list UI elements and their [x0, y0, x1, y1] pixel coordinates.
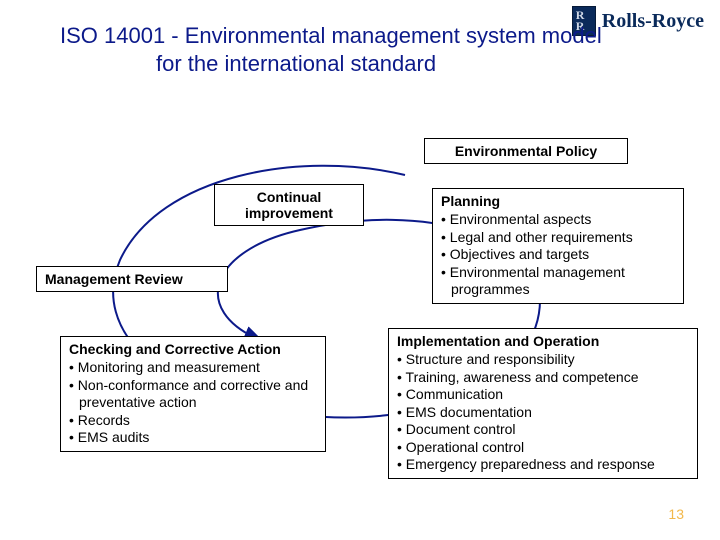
env-policy-title: Environmental Policy [433, 143, 619, 159]
list-item: Environmental aspects [441, 211, 675, 229]
list-item: Document control [397, 421, 689, 439]
list-item: Objectives and targets [441, 246, 675, 264]
box-checking-corrective: Checking and Corrective Action Monitorin… [60, 336, 326, 452]
box-environmental-policy: Environmental Policy [424, 138, 628, 164]
list-item: Legal and other requirements [441, 229, 675, 247]
list-item: EMS audits [69, 429, 317, 447]
implementation-title: Implementation and Operation [397, 333, 689, 349]
implementation-list: Structure and responsibility Training, a… [397, 351, 689, 474]
mgmt-review-title: Management Review [45, 271, 219, 287]
box-continual-improvement: Continual improvement [214, 184, 364, 226]
continual-line-2: improvement [223, 205, 355, 221]
title-line-1: ISO 14001 - Environmental management sys… [60, 23, 602, 48]
slide-stage: Rolls-Royce ISO 14001 - Environmental ma… [0, 0, 720, 540]
planning-list: Environmental aspects Legal and other re… [441, 211, 675, 299]
list-item: Monitoring and measurement [69, 359, 317, 377]
list-item: Structure and responsibility [397, 351, 689, 369]
box-management-review: Management Review [36, 266, 228, 292]
box-implementation-operation: Implementation and Operation Structure a… [388, 328, 698, 479]
list-item: Communication [397, 386, 689, 404]
slide-title: ISO 14001 - Environmental management sys… [60, 22, 660, 77]
list-item: Records [69, 412, 317, 430]
planning-title: Planning [441, 193, 675, 209]
checking-list: Monitoring and measurement Non-conforman… [69, 359, 317, 447]
checking-title: Checking and Corrective Action [69, 341, 317, 357]
list-item: Environmental management programmes [441, 264, 675, 299]
list-item: Training, awareness and competence [397, 369, 689, 387]
list-item: Non-conformance and corrective and preve… [69, 377, 317, 412]
list-item: EMS documentation [397, 404, 689, 422]
continual-line-1: Continual [223, 189, 355, 205]
box-planning: Planning Environmental aspects Legal and… [432, 188, 684, 304]
page-number: 13 [668, 506, 684, 522]
list-item: Operational control [397, 439, 689, 457]
list-item: Emergency preparedness and response [397, 456, 689, 474]
title-line-2: for the international standard [60, 51, 436, 76]
